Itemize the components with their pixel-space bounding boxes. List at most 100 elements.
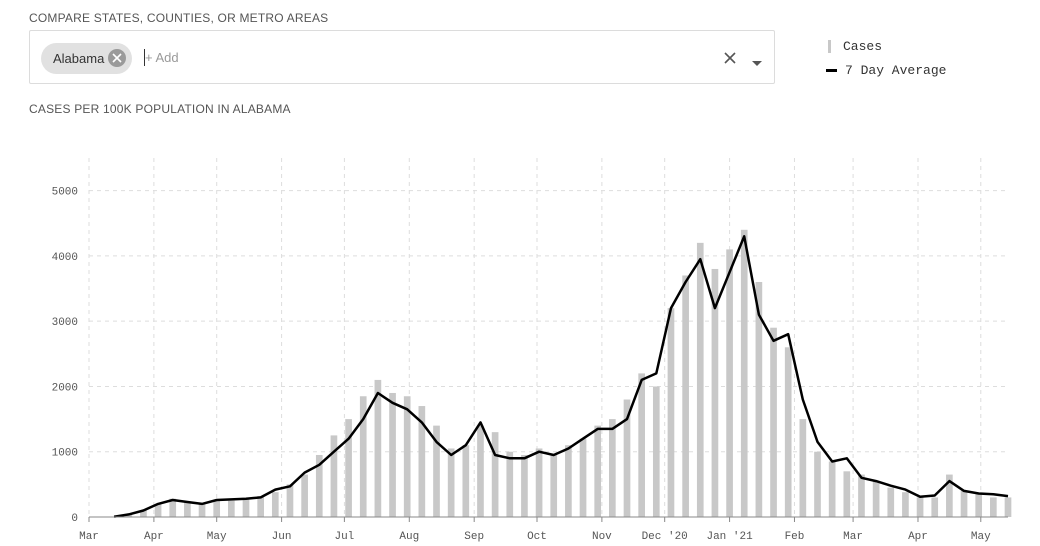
cases-bars (110, 229, 1012, 518)
cases-bar (887, 487, 895, 517)
cases-bar (550, 454, 558, 517)
cases-bar (315, 454, 323, 517)
cases-bar (682, 275, 689, 517)
cases-bar (154, 503, 162, 517)
cases-bar (1004, 497, 1012, 517)
cases-bar (579, 438, 587, 517)
y-tick-label: 0 (71, 513, 78, 525)
x-tick-label: Jul (334, 531, 354, 543)
cases-bar (286, 484, 294, 517)
cases-bar (902, 492, 909, 517)
cases-bar (462, 445, 470, 517)
cases-bar (975, 494, 983, 517)
cases-bar (755, 282, 763, 517)
legend-line-swatch (826, 68, 837, 72)
cases-bar (301, 474, 308, 517)
cases-bar (228, 500, 235, 517)
x-tick-label: Jun (272, 531, 292, 543)
cases-bar (374, 379, 382, 517)
cases-bar (990, 497, 997, 517)
cases-bar (872, 481, 880, 517)
x-tick-label: Dec '20 (642, 531, 688, 543)
cases-bar (359, 396, 367, 517)
cases-bar (140, 510, 147, 517)
average-line-group (113, 235, 1009, 518)
y-tick-label: 5000 (52, 187, 78, 199)
cases-bar (242, 498, 250, 517)
cases-bar (506, 451, 514, 517)
cases-bar (565, 445, 572, 517)
cases-bar (770, 327, 777, 517)
cases-bar (169, 498, 177, 517)
cases-bar (418, 406, 426, 517)
cases-bar (271, 492, 279, 517)
cases-bar (447, 448, 455, 517)
cases-bar (814, 451, 821, 517)
cases-bar (843, 471, 851, 517)
cases-bar (638, 373, 645, 517)
x-tick-label: May (971, 531, 991, 543)
cases-bar (740, 229, 748, 518)
compare-label: COMPARE STATES, COUNTIES, OR METRO AREAS (29, 11, 329, 25)
x-tick-label: Mar (843, 531, 863, 543)
add-region-input[interactable] (144, 49, 447, 66)
cases-bar (711, 268, 719, 517)
y-tick-label: 4000 (52, 252, 78, 264)
cases-bar (828, 461, 836, 517)
cases-bar (389, 392, 396, 517)
cases-bar (667, 308, 675, 517)
chart-legend: Cases 7 Day Average (826, 34, 946, 82)
chart-title: CASES PER 100K POPULATION IN ALABAMA (29, 102, 291, 116)
cases-bar (623, 399, 631, 517)
legend-item-cases[interactable]: Cases (826, 34, 946, 58)
cases-bar (799, 419, 807, 517)
chart-grid (88, 158, 1008, 518)
chip-label: Alabama (53, 51, 105, 66)
cases-bar (330, 435, 338, 517)
x-tick-label: Aug (399, 531, 419, 543)
cases-bar (521, 454, 528, 517)
cases-bar (535, 448, 543, 517)
x-tick-label: Sep (464, 531, 484, 543)
y-axis: 0 1000 2000 3000 4000 5000 (52, 187, 78, 525)
cases-bar (184, 501, 191, 517)
x-tick-label: May (207, 531, 227, 543)
x-tick-label: Mar (79, 531, 99, 543)
cases-bar (433, 425, 440, 517)
x-tick-label: Nov (592, 531, 612, 543)
cases-bar (946, 474, 953, 517)
cases-bar (784, 347, 792, 517)
remove-chip-icon[interactable] (108, 49, 127, 67)
x-tick-label: Feb (785, 531, 805, 543)
clear-icon[interactable] (723, 51, 737, 70)
cases-bar (198, 503, 206, 517)
cases-bar (652, 386, 660, 517)
cases-bar (345, 419, 352, 517)
legend-label-average: 7 Day Average (845, 62, 947, 78)
x-tick-label: Apr (144, 531, 164, 543)
x-axis: Mar Apr May Jun Jul Aug Sep Oct Nov Dec '20 Jan '2… (79, 516, 1008, 543)
legend-item-average[interactable]: 7 Day Average (826, 58, 946, 82)
cases-bar (696, 242, 704, 517)
y-tick-label: 1000 (52, 448, 78, 460)
cases-bar (726, 249, 733, 517)
cases-bar (960, 490, 968, 517)
legend-bar-swatch (828, 39, 831, 53)
chevron-down-icon[interactable] (751, 55, 763, 73)
cases-bar (931, 497, 939, 517)
cases-bar (125, 514, 133, 517)
x-tick-label: Jan '21 (706, 531, 753, 543)
cases-bar (403, 396, 411, 517)
y-tick-label: 3000 (52, 317, 78, 329)
compare-selector[interactable]: Alabama (29, 30, 775, 84)
cases-bar (257, 496, 264, 517)
selected-region-chip[interactable]: Alabama (41, 43, 133, 74)
cases-bar (609, 419, 616, 517)
cases-bar (491, 432, 499, 517)
x-tick-label: Oct (527, 531, 547, 543)
cases-bar (858, 474, 865, 517)
cases-bar (916, 497, 924, 517)
cases-bar (213, 500, 221, 517)
x-tick-label: Apr (908, 531, 928, 543)
